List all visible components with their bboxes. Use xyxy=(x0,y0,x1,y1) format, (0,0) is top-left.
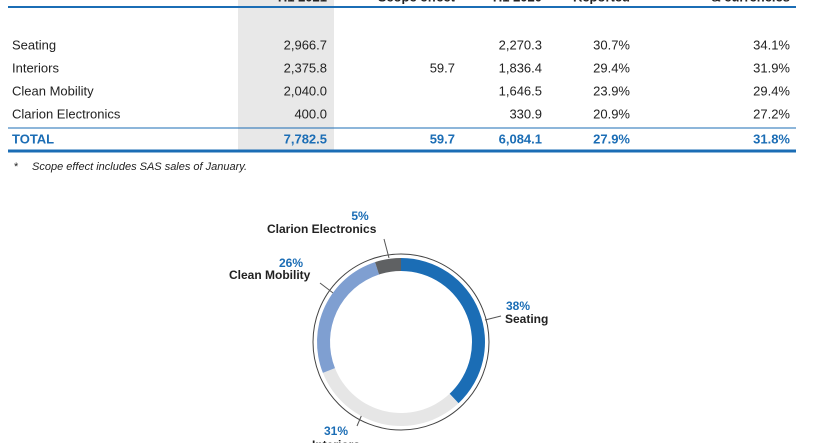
cell: 1,836.4 xyxy=(499,60,542,75)
cell: 27.2% xyxy=(753,106,790,121)
column-header: & currencies xyxy=(711,0,790,4)
cell: 23.9% xyxy=(593,83,630,98)
donut-segment xyxy=(317,262,380,373)
total-cell: 6,084.1 xyxy=(499,131,542,146)
cell: 2,270.3 xyxy=(499,37,542,52)
total-cell: TOTAL xyxy=(12,131,54,146)
column-header: H1 2021 xyxy=(278,0,327,4)
cell: Clarion Electronics xyxy=(12,106,121,121)
column-header: Scope effect xyxy=(378,0,456,4)
footnote: Scope effect includes SAS sales of Janua… xyxy=(32,161,247,173)
cell: 59.7 xyxy=(430,60,455,75)
total-cell: 59.7 xyxy=(430,131,455,146)
segment-percent: 31% xyxy=(324,424,348,438)
cell: Seating xyxy=(12,37,56,52)
segment-percent: 26% xyxy=(279,256,303,270)
footnote-marker: * xyxy=(14,161,19,173)
total-cell: 27.9% xyxy=(593,131,630,146)
cell: 400.0 xyxy=(294,106,327,121)
cell: 1,646.5 xyxy=(499,83,542,98)
cell: 2,040.0 xyxy=(284,83,327,98)
column-shade xyxy=(238,0,334,150)
segment-label: Interiors xyxy=(312,438,360,443)
total-cell: 7,782.5 xyxy=(284,131,327,146)
segment-percent: 5% xyxy=(351,209,369,223)
cell: 30.7% xyxy=(593,37,630,52)
cell: Clean Mobility xyxy=(12,83,94,98)
segment-label: Clarion Electronics xyxy=(267,222,377,236)
segment-label: Seating xyxy=(505,312,548,326)
cell: 330.9 xyxy=(509,106,542,121)
donut-segment xyxy=(401,258,486,404)
total-cell: 31.8% xyxy=(753,131,790,146)
outer-ring xyxy=(312,253,490,431)
cell: 29.4% xyxy=(593,60,630,75)
cell: 31.9% xyxy=(753,60,790,75)
cell: 2,375.8 xyxy=(284,60,327,75)
donut-segment xyxy=(322,368,459,426)
segment-percent: 38% xyxy=(506,299,530,313)
cell: Interiors xyxy=(12,60,59,75)
cell: 34.1% xyxy=(753,37,790,52)
cell: 29.4% xyxy=(753,83,790,98)
donut-segment xyxy=(375,258,401,275)
cell: 20.9% xyxy=(593,106,630,121)
column-header: H1 2020 xyxy=(493,0,542,4)
segment-label: Clean Mobility xyxy=(229,268,311,282)
column-header: Reported xyxy=(573,0,630,4)
cell: 2,966.7 xyxy=(284,37,327,52)
